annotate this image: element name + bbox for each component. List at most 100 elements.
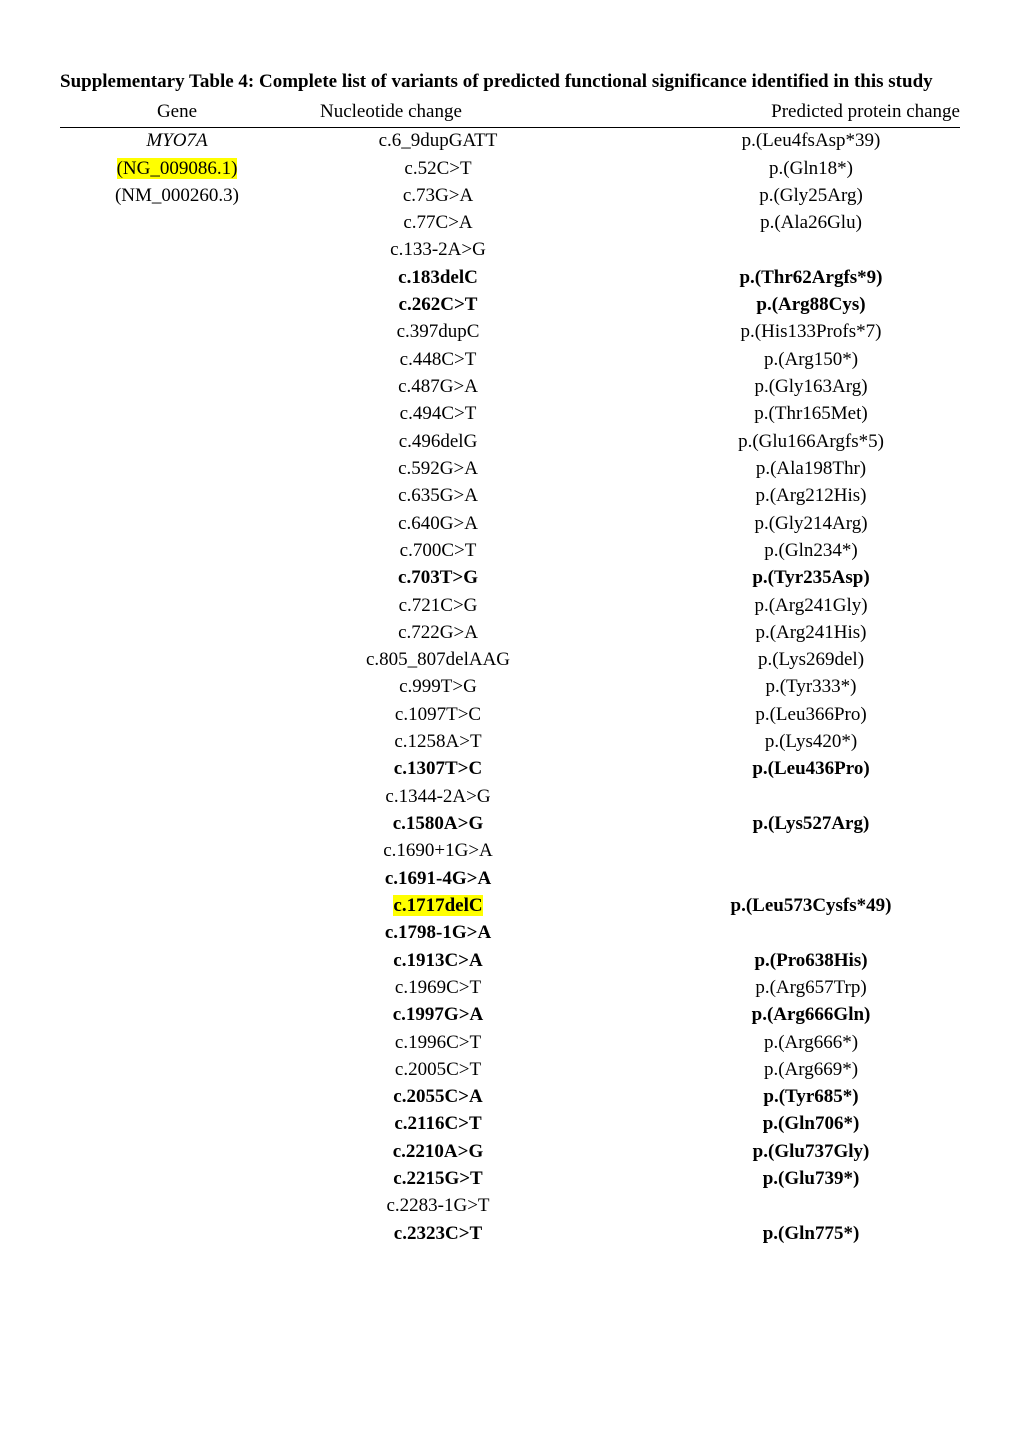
- table-row: c.77C>Ap.(Ala26Glu): [60, 210, 960, 237]
- protein-cell: p.(Thr165Met): [582, 401, 960, 428]
- gene-cell: [60, 1084, 294, 1111]
- protein-cell: p.(Gly163Arg): [582, 374, 960, 401]
- nucleotide-cell: c.722G>A: [294, 619, 582, 646]
- gene-cell: [60, 1029, 294, 1056]
- nucleotide-cell: c.1580A>G: [294, 811, 582, 838]
- nucleotide-cell: c.183delC: [294, 264, 582, 291]
- table-row: c.640G>Ap.(Gly214Arg): [60, 510, 960, 537]
- nucleotide-cell: c.703T>G: [294, 565, 582, 592]
- nucleotide-cell: c.1798-1G>A: [294, 920, 582, 947]
- nucleotide-cell: c.2283-1G>T: [294, 1193, 582, 1220]
- table-row: c.721C>Gp.(Arg241Gly): [60, 592, 960, 619]
- gene-cell: [60, 264, 294, 291]
- protein-cell: p.(Leu366Pro): [582, 701, 960, 728]
- gene-cell: [60, 483, 294, 510]
- table-row: c.448C>T p.(Arg150*): [60, 346, 960, 373]
- nucleotide-text: c.700C>T: [400, 540, 477, 561]
- gene-cell: [60, 1056, 294, 1083]
- gene-text: (NM_000260.3): [115, 185, 239, 206]
- table-row: (NG_009086.1)c.52C>Tp.(Gln18*): [60, 155, 960, 182]
- nucleotide-cell: c.805_807delAAG: [294, 647, 582, 674]
- table-row: c.703T>Gp.(Tyr235Asp): [60, 565, 960, 592]
- nucleotide-text: c.496delG: [399, 431, 478, 452]
- table-row: c.2323C>Tp.(Gln775*): [60, 1220, 960, 1247]
- nucleotide-text: c.183delC: [398, 267, 478, 288]
- protein-text: p.(Glu737Gly): [753, 1141, 870, 1162]
- gene-cell: (NG_009086.1): [60, 155, 294, 182]
- nucleotide-text: c.1258A>T: [394, 731, 481, 752]
- nucleotide-text: c.2215G>T: [393, 1168, 482, 1189]
- gene-cell: [60, 619, 294, 646]
- nucleotide-text: c.487G>A: [398, 376, 478, 397]
- protein-cell: p.(Glu739*): [582, 1166, 960, 1193]
- protein-cell: p.(Arg657Trp): [582, 974, 960, 1001]
- nucleotide-text: c.1997G>A: [393, 1004, 484, 1025]
- table-row: c.1097T>C p.(Leu366Pro): [60, 701, 960, 728]
- gene-cell: [60, 510, 294, 537]
- gene-cell: [60, 1166, 294, 1193]
- protein-cell: p.(Leu436Pro): [582, 756, 960, 783]
- table-row: c.999T>Gp.(Tyr333*): [60, 674, 960, 701]
- nucleotide-cell: c.2005C>T: [294, 1056, 582, 1083]
- gene-cell: [60, 974, 294, 1001]
- table-row: c.2055C>Ap.(Tyr685*): [60, 1084, 960, 1111]
- nucleotide-text: c.2005C>T: [395, 1059, 481, 1080]
- table-row: c.592G>A p.(Ala198Thr): [60, 455, 960, 482]
- protein-text: p.(His133Profs*7): [741, 321, 882, 342]
- protein-cell: p.(Arg150*): [582, 346, 960, 373]
- nucleotide-cell: c.1690+1G>A: [294, 838, 582, 865]
- nucleotide-cell: c.2323C>T: [294, 1220, 582, 1247]
- protein-text: p.(Pro638His): [754, 950, 867, 971]
- gene-cell: [60, 811, 294, 838]
- nucleotide-text: c.1913C>A: [393, 950, 482, 971]
- table-row: c.722G>Ap.(Arg241His): [60, 619, 960, 646]
- table-title: Supplementary Table 4: Complete list of …: [60, 70, 960, 95]
- protein-cell: p.(Lys269del): [582, 647, 960, 674]
- gene-cell: [60, 729, 294, 756]
- protein-cell: p.(Gln234*): [582, 537, 960, 564]
- nucleotide-text: c.73G>A: [403, 185, 473, 206]
- nucleotide-text: c.2116C>T: [394, 1113, 481, 1134]
- protein-cell: p.(Ala26Glu): [582, 210, 960, 237]
- protein-text: p.(Thr62Argfs*9): [739, 267, 882, 288]
- gene-cell: [60, 674, 294, 701]
- protein-cell: p.(Ala198Thr): [582, 455, 960, 482]
- gene-cell: [60, 401, 294, 428]
- nucleotide-cell: c.262C>T: [294, 292, 582, 319]
- nucleotide-cell: c.999T>G: [294, 674, 582, 701]
- protein-text: p.(Lys527Arg): [753, 813, 870, 834]
- protein-cell: p.(Tyr685*): [582, 1084, 960, 1111]
- nucleotide-text: c.722G>A: [398, 622, 478, 643]
- table-row: c.1690+1G>A: [60, 838, 960, 865]
- protein-cell: [582, 838, 960, 865]
- gene-cell: (NM_000260.3): [60, 182, 294, 209]
- protein-cell: p.(Arg669*): [582, 1056, 960, 1083]
- nucleotide-text: c.1996C>T: [395, 1032, 481, 1053]
- nucleotide-cell: c.73G>A: [294, 182, 582, 209]
- gene-text: MYO7A: [146, 130, 207, 151]
- nucleotide-text: c.1097T>C: [395, 704, 481, 725]
- protein-cell: p.(Lys527Arg): [582, 811, 960, 838]
- table-row: c.1691-4G>A: [60, 865, 960, 892]
- nucleotide-cell: c.2215G>T: [294, 1166, 582, 1193]
- protein-text: p.(Arg241Gly): [754, 595, 867, 616]
- gene-cell: [60, 1193, 294, 1220]
- protein-cell: p.(Tyr235Asp): [582, 565, 960, 592]
- nucleotide-cell: c.1996C>T: [294, 1029, 582, 1056]
- table-row: c.1913C>A p.(Pro638His): [60, 947, 960, 974]
- nucleotide-text: c.592G>A: [398, 458, 478, 479]
- nucleotide-text: c.1307T>C: [394, 758, 482, 779]
- protein-text: p.(Leu436Pro): [752, 758, 869, 779]
- nucleotide-cell: c.592G>A: [294, 455, 582, 482]
- table-row: c.487G>A p.(Gly163Arg): [60, 374, 960, 401]
- nucleotide-text: c.1344-2A>G: [385, 786, 490, 807]
- nucleotide-cell: c.6_9dupGATT: [294, 127, 582, 155]
- nucleotide-cell: c.1691-4G>A: [294, 865, 582, 892]
- protein-cell: p.(Arg88Cys): [582, 292, 960, 319]
- table-row: c.183delC p.(Thr62Argfs*9): [60, 264, 960, 291]
- nucleotide-cell: c.397dupC: [294, 319, 582, 346]
- gene-cell: [60, 292, 294, 319]
- nucleotide-text: c.448C>T: [400, 349, 477, 370]
- nucleotide-cell: c.1344-2A>G: [294, 783, 582, 810]
- gene-cell: [60, 592, 294, 619]
